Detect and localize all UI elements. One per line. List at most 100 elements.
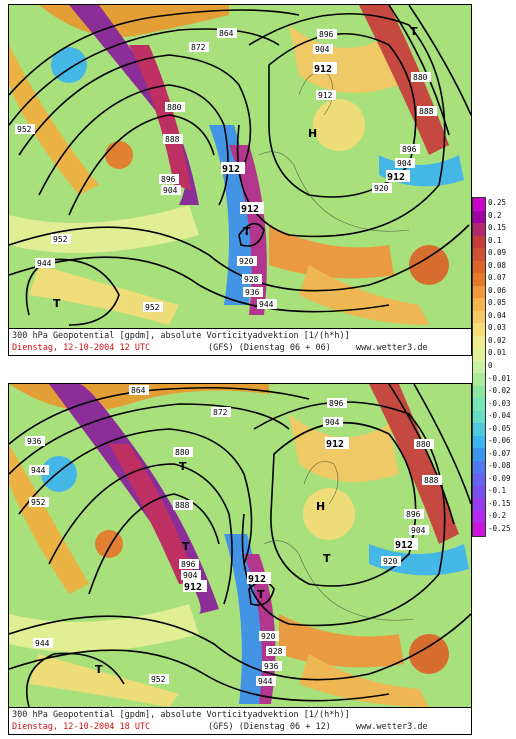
contour-label: 952 — [15, 124, 35, 134]
color-scale-segment — [473, 398, 485, 412]
caption-meta: Dienstag, 12-10-2004 12 UTC (GFS) (Diens… — [12, 342, 428, 354]
geopotential-map-2: 864 872 880 888 896 904 912 912 912 920 … — [9, 384, 471, 707]
caption-website: www.wetter3.de — [356, 722, 428, 732]
svg-text:896: 896 — [319, 30, 334, 39]
map-caption-2: 300 hPa Geopotential [gpdm], absolute Vo… — [9, 707, 471, 734]
svg-text:920: 920 — [374, 184, 389, 193]
color-scale-label: -0.01 — [488, 373, 511, 383]
color-scale-segment — [473, 335, 485, 349]
color-scale-segment — [473, 260, 485, 274]
color-scale-segment — [473, 435, 485, 449]
contour-label: 944 — [33, 638, 53, 648]
svg-text:952: 952 — [17, 125, 32, 134]
low-pressure-center: T — [179, 460, 187, 473]
svg-text:912: 912 — [395, 540, 413, 551]
contour-label: 896 — [404, 509, 424, 519]
contour-label: 936 — [25, 436, 45, 446]
color-scale-label: -0.05 — [488, 423, 511, 433]
svg-text:944: 944 — [35, 639, 50, 648]
color-scale-label: -0.25 — [488, 523, 511, 533]
contour-label: 944 — [35, 258, 55, 268]
svg-text:912: 912 — [248, 574, 266, 585]
color-scale-label: -0.2 — [488, 511, 507, 521]
contour-labels-1: 864 872 880 888 896 904 912 912 912 920 … — [15, 28, 437, 312]
svg-text:888: 888 — [419, 107, 434, 116]
color-scale-segment — [473, 210, 485, 224]
color-scale-segment — [473, 498, 485, 512]
contour-label: 912 — [394, 538, 418, 551]
svg-text:872: 872 — [191, 43, 206, 52]
contour-label: 952 — [29, 497, 49, 507]
contour-label: 896 — [400, 144, 420, 154]
contour-label: 880 — [165, 102, 185, 112]
svg-text:952: 952 — [151, 675, 166, 684]
svg-text:880: 880 — [167, 103, 182, 112]
svg-text:920: 920 — [239, 257, 254, 266]
color-scale-segment — [473, 448, 485, 462]
low-pressure-center: T — [243, 225, 251, 238]
contour-label: 904 — [313, 44, 333, 54]
svg-text:936: 936 — [245, 288, 260, 297]
contour-label: 888 — [417, 106, 437, 116]
color-scale-label: 0.1 — [488, 235, 502, 245]
color-scale-label: 0.15 — [488, 223, 507, 233]
vorticity-color-scale: 0.25 0.2 0.15 0.1 0.09 0.08 0.07 0.06 0.05 0.04 0.… — [472, 193, 516, 543]
color-scale-label: 0.2 — [488, 210, 502, 220]
color-scale-label: -0.04 — [488, 411, 511, 421]
color-scale-label: -0.08 — [488, 461, 511, 471]
contour-label: 912 — [316, 90, 336, 100]
contour-label: 912 — [313, 62, 337, 75]
svg-text:880: 880 — [175, 448, 190, 457]
color-scale-label: -0.07 — [488, 448, 511, 458]
contour-label: 928 — [242, 274, 262, 284]
contour-label: 896 — [179, 559, 199, 569]
color-scale-label: -0.1 — [488, 486, 507, 496]
svg-text:952: 952 — [53, 235, 68, 244]
caption-date: Dienstag, 12-10-2004 12 UTC — [12, 343, 151, 353]
high-pressure-center: H — [308, 127, 317, 140]
color-scale-label: 0.01 — [488, 348, 507, 358]
caption-website: www.wetter3.de — [356, 343, 428, 353]
color-scale-segment — [473, 485, 485, 499]
color-scale-label: -0.15 — [488, 498, 511, 508]
contour-label: 904 — [395, 158, 415, 168]
contour-label: 952 — [51, 234, 71, 244]
color-scale-label: 0.06 — [488, 285, 507, 295]
contour-label: 912 — [240, 202, 264, 215]
color-scale-label: 0.03 — [488, 323, 507, 333]
low-pressure-center: T — [95, 663, 103, 676]
color-scale-segment — [473, 285, 485, 299]
contour-labels-2: 864 872 880 888 896 904 912 912 912 920 … — [25, 385, 442, 686]
svg-text:872: 872 — [213, 408, 228, 417]
color-scale-segment — [473, 423, 485, 437]
svg-text:920: 920 — [383, 557, 398, 566]
map-caption-1: 300 hPa Geopotential [gpdm], absolute Vo… — [9, 328, 471, 355]
color-scale-segment — [473, 385, 485, 399]
contour-label: 872 — [211, 407, 231, 417]
contour-label: 952 — [143, 302, 163, 312]
svg-text:904: 904 — [183, 571, 198, 580]
contour-label: 936 — [262, 661, 282, 671]
color-scale-label: 0.05 — [488, 298, 507, 308]
contour-label: 944 — [256, 676, 276, 686]
color-scale-label: -0.02 — [488, 386, 511, 396]
svg-text:912: 912 — [222, 164, 240, 175]
color-scale-label: 0.25 — [488, 198, 507, 208]
svg-text:952: 952 — [31, 498, 46, 507]
geopotential-map-1: 864 872 880 888 896 904 912 912 912 920 … — [9, 5, 471, 328]
contour-label: 880 — [173, 447, 193, 457]
svg-text:936: 936 — [264, 662, 279, 671]
svg-text:864: 864 — [131, 386, 146, 395]
svg-text:904: 904 — [315, 45, 330, 54]
contour-label: 912 — [386, 170, 410, 183]
svg-text:912: 912 — [326, 439, 344, 450]
color-scale-segment — [473, 298, 485, 312]
svg-text:904: 904 — [411, 526, 426, 535]
contour-label: 880 — [414, 439, 434, 449]
contour-label: 904 — [161, 185, 181, 195]
svg-text:944: 944 — [37, 259, 52, 268]
color-scale-segment — [473, 223, 485, 237]
color-scale-segment — [473, 410, 485, 424]
color-scale-segment — [473, 248, 485, 262]
low-pressure-center: T — [257, 588, 265, 601]
